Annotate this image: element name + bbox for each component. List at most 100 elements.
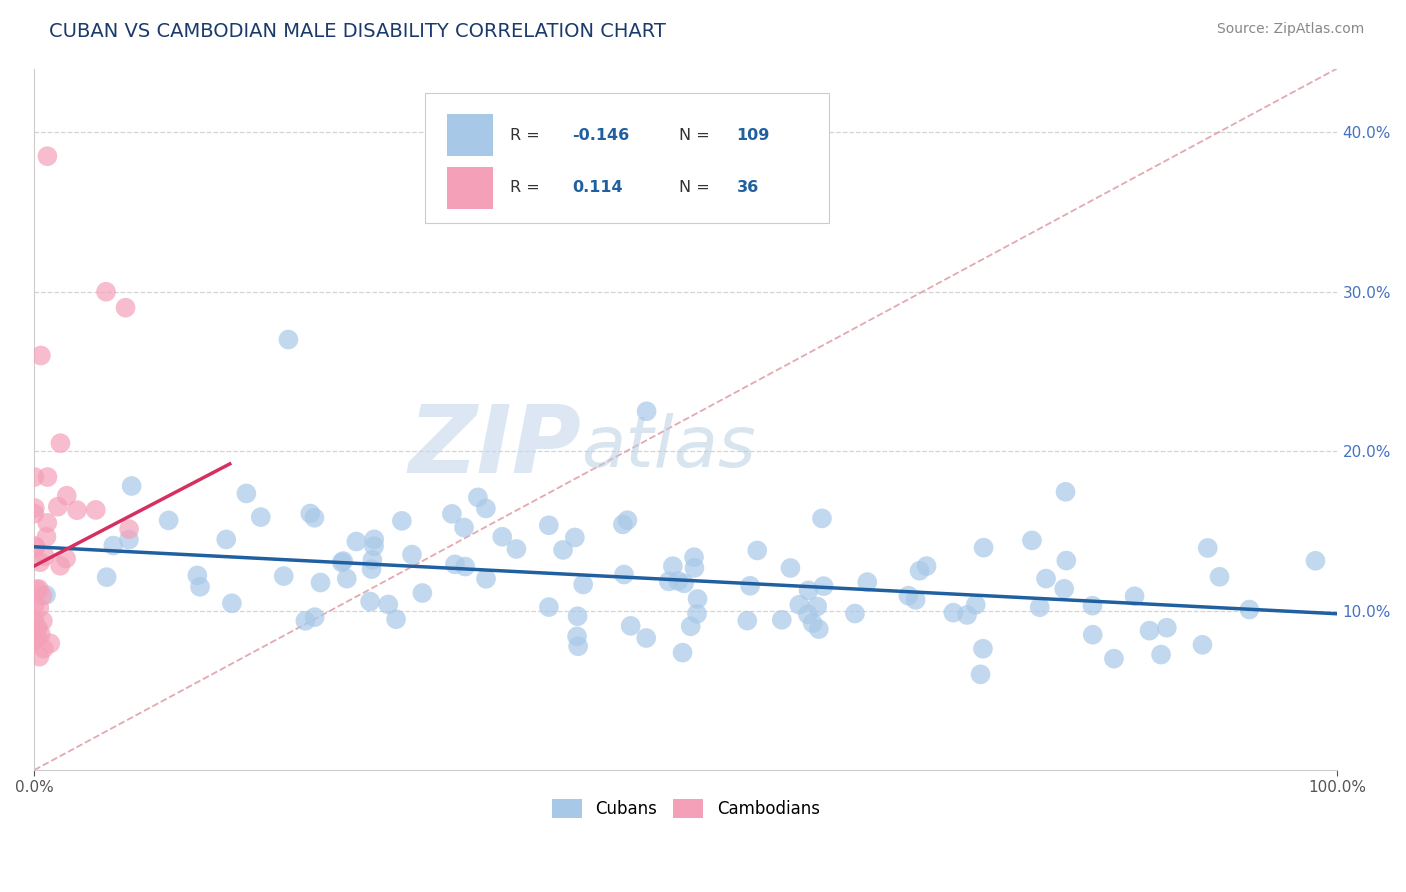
Point bbox=[770, 613, 793, 627]
Text: ZIP: ZIP bbox=[409, 401, 582, 493]
Text: Source: ZipAtlas.com: Source: ZipAtlas.com bbox=[1216, 22, 1364, 37]
Point bbox=[27, 631, 49, 645]
Point bbox=[37, 149, 59, 163]
Point bbox=[671, 646, 693, 660]
Point bbox=[121, 479, 143, 493]
Point bbox=[22, 613, 45, 627]
Point bbox=[1208, 570, 1230, 584]
Point bbox=[779, 561, 801, 575]
Point bbox=[969, 667, 991, 681]
FancyBboxPatch shape bbox=[425, 93, 830, 223]
Point bbox=[856, 575, 879, 590]
Text: CUBAN VS CAMBODIAN MALE DISABILITY CORRELATION CHART: CUBAN VS CAMBODIAN MALE DISABILITY CORRE… bbox=[49, 22, 666, 41]
Point bbox=[567, 640, 589, 654]
Point bbox=[1102, 651, 1125, 665]
Point bbox=[956, 607, 979, 622]
Point bbox=[359, 594, 381, 608]
Point bbox=[673, 576, 696, 591]
Point bbox=[37, 470, 59, 484]
Point bbox=[908, 564, 931, 578]
Point bbox=[35, 588, 58, 602]
Point bbox=[613, 567, 636, 582]
Point bbox=[551, 542, 574, 557]
Point bbox=[747, 543, 769, 558]
Point bbox=[666, 574, 689, 588]
Point bbox=[332, 554, 354, 568]
Point bbox=[118, 522, 141, 536]
Point bbox=[235, 486, 257, 500]
Point bbox=[215, 533, 238, 547]
Point bbox=[39, 636, 62, 650]
Point bbox=[299, 507, 322, 521]
Text: N =: N = bbox=[679, 128, 710, 143]
Point bbox=[1053, 582, 1076, 596]
Point bbox=[453, 520, 475, 534]
Point bbox=[277, 333, 299, 347]
Text: R =: R = bbox=[510, 180, 540, 195]
Point bbox=[186, 568, 208, 582]
Point bbox=[904, 592, 927, 607]
Point bbox=[31, 589, 53, 603]
Point bbox=[24, 501, 46, 516]
Point bbox=[273, 569, 295, 583]
Point bbox=[616, 513, 638, 527]
Point bbox=[567, 609, 589, 624]
Point bbox=[537, 600, 560, 615]
Point bbox=[662, 559, 685, 574]
Point bbox=[897, 589, 920, 603]
Point bbox=[55, 489, 77, 503]
Point bbox=[972, 641, 994, 656]
Point bbox=[103, 539, 125, 553]
Point bbox=[30, 555, 52, 569]
Point bbox=[49, 436, 72, 450]
Point bbox=[565, 629, 588, 643]
Point bbox=[49, 558, 72, 573]
Point bbox=[391, 514, 413, 528]
Point bbox=[537, 518, 560, 533]
Point bbox=[32, 641, 55, 656]
Point bbox=[965, 598, 987, 612]
Point bbox=[505, 541, 527, 556]
Point bbox=[454, 559, 477, 574]
Point bbox=[444, 558, 467, 572]
Point bbox=[330, 556, 353, 570]
Point bbox=[304, 510, 326, 524]
Point bbox=[801, 616, 824, 631]
Point bbox=[683, 550, 706, 565]
Point bbox=[1081, 599, 1104, 613]
Point bbox=[24, 539, 46, 553]
Point bbox=[1239, 602, 1261, 616]
Point bbox=[1123, 589, 1146, 603]
Point bbox=[188, 580, 211, 594]
Point bbox=[27, 621, 49, 635]
Point bbox=[363, 539, 385, 553]
Point bbox=[797, 607, 820, 622]
Point bbox=[679, 619, 702, 633]
Point bbox=[915, 559, 938, 574]
Point bbox=[28, 600, 51, 615]
Point bbox=[811, 511, 834, 525]
Point bbox=[22, 633, 45, 648]
Point bbox=[55, 551, 77, 566]
Point bbox=[491, 530, 513, 544]
Point bbox=[30, 349, 52, 363]
Point bbox=[572, 577, 595, 591]
Text: 36: 36 bbox=[737, 180, 759, 195]
Point bbox=[1035, 572, 1057, 586]
Point bbox=[118, 533, 141, 547]
Point bbox=[1029, 600, 1052, 615]
Point bbox=[28, 649, 51, 664]
Point bbox=[22, 507, 45, 521]
Point bbox=[620, 619, 643, 633]
Point bbox=[46, 500, 69, 514]
Point bbox=[686, 607, 709, 621]
Point bbox=[34, 549, 56, 564]
Point bbox=[25, 582, 48, 597]
Legend: Cubans, Cambodians: Cubans, Cambodians bbox=[546, 792, 827, 825]
Point bbox=[249, 510, 271, 524]
Point bbox=[787, 598, 810, 612]
Point bbox=[28, 582, 51, 596]
Point bbox=[304, 610, 326, 624]
Point bbox=[686, 591, 709, 606]
Point bbox=[1054, 484, 1077, 499]
